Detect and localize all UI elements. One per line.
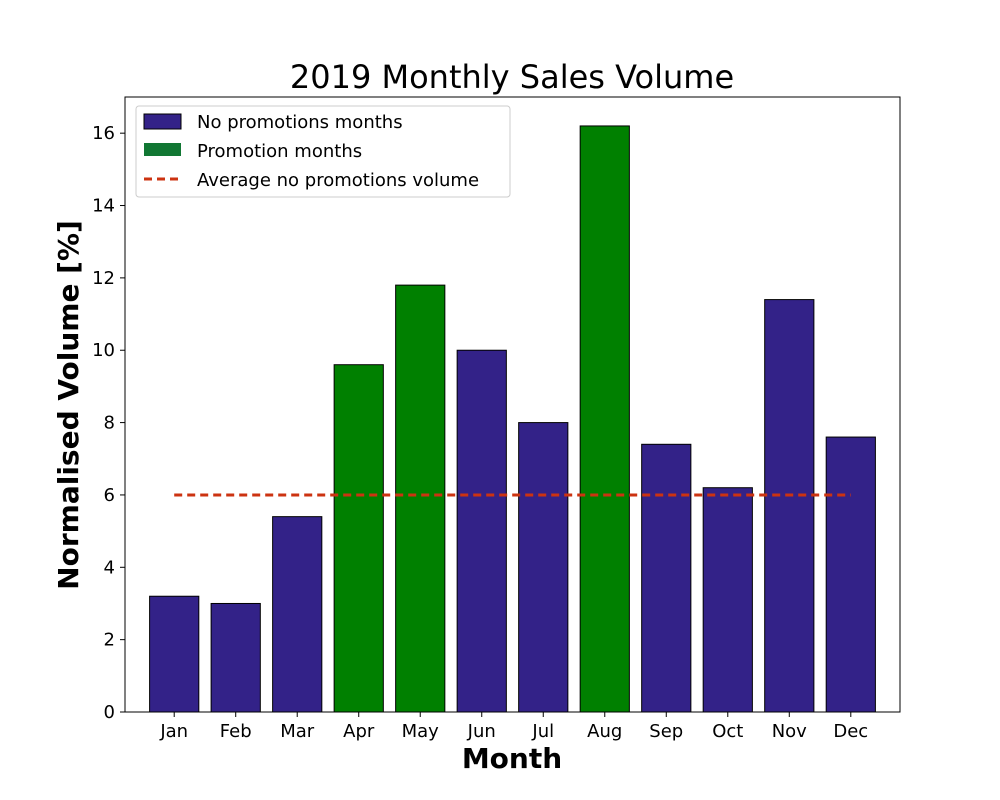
x-tick-label-jul: Jul [531,721,554,742]
x-tick-label-mar: Mar [280,721,315,742]
y-tick-label: 14 [92,196,115,217]
bar-jul [518,422,569,713]
legend-swatch-promotion [144,143,181,156]
y-tick-label: 2 [104,630,115,651]
legend-label-promotion: Promotion months [197,141,362,162]
bar-jan [149,595,200,713]
x-axis-title: Month [462,742,562,775]
y-tick-label: 0 [104,702,115,723]
bar-jun [456,349,507,713]
x-tick-label-aug: Aug [587,721,622,742]
x-tick-label-oct: Oct [712,721,743,742]
x-tick-label-apr: Apr [343,721,375,742]
y-tick-label: 4 [104,557,115,578]
x-tick-label-sep: Sep [649,721,683,742]
x-tick-label-dec: Dec [833,721,868,742]
bars-group [149,125,876,713]
chart-title: 2019 Monthly Sales Volume [290,58,734,96]
x-tick-label-may: May [402,721,440,742]
bar-mar [272,516,323,713]
bar-may [395,284,446,713]
x-tick-label-nov: Nov [772,721,807,742]
bar-sep [641,443,692,713]
plot-frame [124,96,901,713]
legend-swatch-no-promotion [143,113,182,130]
x-tick-label-jan: Jan [159,721,188,742]
bar-nov [764,299,815,713]
y-tick-label: 10 [92,340,115,361]
legend-label-average: Average no promotions volume [197,170,479,191]
x-tick-label-jun: Jun [467,721,496,742]
y-tick-label: 12 [92,268,115,289]
bar-aug [579,125,630,713]
bar-oct [702,487,753,713]
y-tick-label: 8 [104,413,115,434]
legend: No promotions months Promotion months Av… [135,105,511,198]
y-tick-label: 16 [92,123,115,144]
bar-dec [825,436,876,713]
y-axis-title: Normalised Volume [%] [52,220,85,590]
legend-frame [135,105,511,198]
x-tick-label-feb: Feb [220,721,252,742]
legend-label-no-promotion: No promotions months [197,112,403,133]
bar-apr [333,364,384,713]
y-tick-label: 6 [104,485,115,506]
bar-feb [210,602,261,713]
axes-group: 0 2 4 6 8 10 12 14 16 Jan Feb Mar Apr May Jun Jul Aug Sep… [92,96,901,742]
